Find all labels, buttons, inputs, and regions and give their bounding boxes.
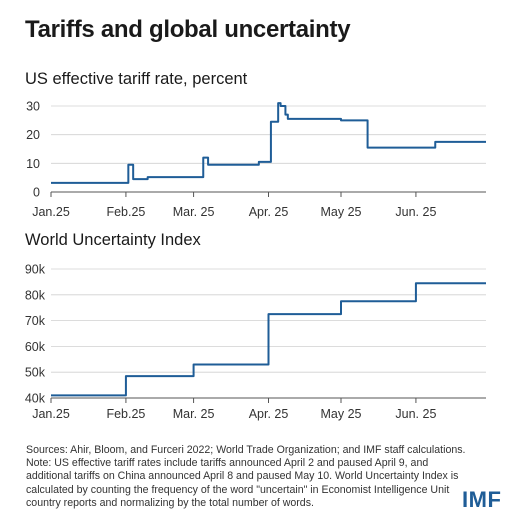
x-tick-label: Apr. 25 [249,205,289,219]
x-tick-label: May 25 [321,205,362,219]
chart-title-tariff: US effective tariff rate, percent [25,70,248,88]
x-tick-label: Mar. 25 [173,205,215,219]
y-tick-label: 20 [26,128,40,142]
y-tick-label: 60k [25,340,46,354]
note-line: additional tariffs on China announced Ap… [26,470,459,483]
x-tick-label: Jan.25 [32,205,70,219]
note-line: calculated by counting the frequency of … [26,483,450,496]
page-title: Tariffs and global uncertainty [25,16,351,43]
x-tick-label: Jan.25 [32,407,70,421]
x-tick-label: Jun. 25 [395,205,436,219]
x-tick-label: Feb.25 [106,205,145,219]
y-tick-label: 0 [33,186,40,200]
series-line [51,102,486,184]
chart-title-uncertainty: World Uncertainty Index [25,231,201,249]
x-tick-label: Jun. 25 [395,407,436,421]
source-line: Sources: Ahir, Bloom, and Furceri 2022; … [26,444,466,456]
note-line: Note: US effective tariff rates include … [26,457,429,470]
y-tick-label: 90k [25,263,46,277]
x-tick-label: Feb.25 [106,407,145,421]
x-tick-label: May 25 [321,407,362,421]
note-line: country reports and normalizing by the t… [26,496,314,509]
imf-logo: IMF [462,487,502,512]
y-tick-label: 10 [26,157,40,171]
source-note: Sources: Ahir, Bloom, and Furceri 2022; … [26,444,466,510]
y-tick-label: 70k [25,314,46,328]
x-tick-label: Apr. 25 [249,407,289,421]
y-tick-label: 80k [25,288,46,302]
y-tick-label: 30 [26,100,40,114]
series-line [51,282,486,397]
x-tick-label: Mar. 25 [173,407,215,421]
y-tick-label: 50k [25,366,46,380]
y-tick-label: 40k [25,392,46,406]
